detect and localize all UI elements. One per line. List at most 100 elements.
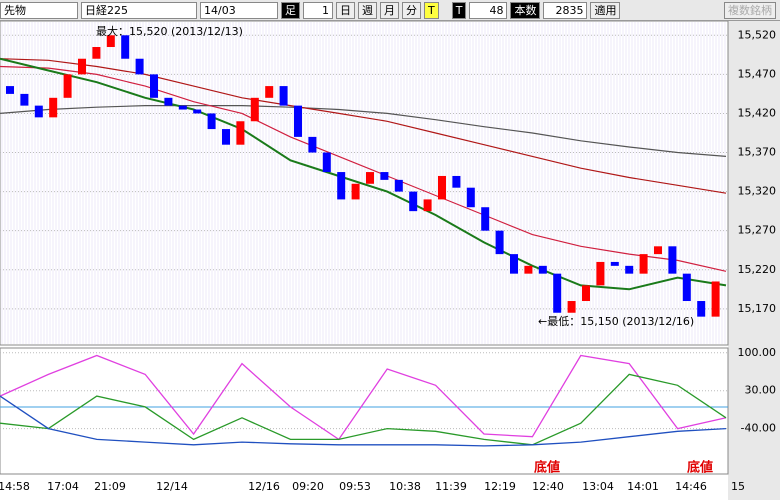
candle xyxy=(582,285,590,302)
candle xyxy=(366,172,374,184)
y-tick-label: 15,270 xyxy=(738,224,777,237)
tick-label: T xyxy=(451,1,467,19)
candle xyxy=(625,265,634,274)
candle xyxy=(265,86,274,98)
ma-red-mid xyxy=(0,65,727,272)
osc-panel xyxy=(0,347,729,475)
ma-green xyxy=(0,57,727,291)
ma-red-long xyxy=(0,58,727,194)
candle xyxy=(294,105,302,137)
candle xyxy=(351,183,360,200)
min-label: ←最低：15,150 (2013/12/16) xyxy=(538,315,694,328)
x-tick-label: 14:01 xyxy=(627,480,659,493)
candle xyxy=(207,113,216,130)
max-label: 最大：15,520 (2013/12/13) xyxy=(96,24,243,38)
minute-button[interactable]: 分 xyxy=(402,1,421,19)
price-panel xyxy=(0,21,729,346)
candle xyxy=(639,254,648,274)
day-button[interactable]: 日 xyxy=(336,1,355,19)
candle xyxy=(178,105,187,110)
symbol-select[interactable]: 先物 xyxy=(0,1,78,19)
bars-value[interactable]: 2835 xyxy=(543,1,588,19)
candle xyxy=(121,35,130,59)
x-tick-label: 12:19 xyxy=(484,480,516,493)
candle xyxy=(438,175,446,200)
candle xyxy=(49,97,58,118)
bars-label: 本数 xyxy=(510,1,541,19)
candle xyxy=(20,93,29,106)
candle xyxy=(193,109,202,114)
candle xyxy=(78,58,86,75)
candle xyxy=(106,35,115,48)
candle xyxy=(481,207,490,231)
candle xyxy=(711,281,720,317)
candle xyxy=(279,86,288,106)
candle xyxy=(6,86,14,94)
candle xyxy=(596,261,605,286)
bottom-label: 底値 xyxy=(534,460,560,476)
candle xyxy=(322,152,331,173)
y-tick-label: 15,420 xyxy=(738,106,777,119)
y-tick-label: 15,470 xyxy=(738,67,777,80)
y-tick-label: 15,370 xyxy=(738,146,777,159)
x-tick-label: 12/14 xyxy=(156,480,188,493)
x-tick-label: 09:20 xyxy=(292,480,324,493)
x-tick-label: 17:04 xyxy=(47,480,79,493)
ma-black xyxy=(0,105,727,157)
candle xyxy=(92,47,101,59)
apply-button[interactable]: 適用 xyxy=(590,1,621,19)
y-tick-label: 15,220 xyxy=(738,263,777,276)
candle xyxy=(510,254,518,274)
bar-count[interactable]: 1 xyxy=(303,1,333,19)
candle xyxy=(697,301,706,317)
candle xyxy=(524,265,533,274)
candle xyxy=(466,187,475,208)
bottom-label: 底値 xyxy=(687,460,713,476)
y-tick-label: 30.00 xyxy=(745,384,777,397)
contract-select[interactable]: 14/03 xyxy=(200,1,278,19)
toolbar: 先物 日経225 14/03 足 1 日 週 月 分 T T 48 本数 283… xyxy=(0,0,780,21)
osc-magenta xyxy=(0,354,727,441)
candle xyxy=(423,199,432,212)
index-select[interactable]: 日経225 xyxy=(81,1,197,19)
x-tick-label: 12:40 xyxy=(532,480,564,493)
axis-panel xyxy=(728,21,780,500)
candle xyxy=(654,246,662,255)
candle xyxy=(150,74,158,98)
month-button[interactable]: 月 xyxy=(380,1,399,19)
candle xyxy=(610,261,619,266)
x-tick-label: 14:46 xyxy=(675,480,707,493)
y-tick-label: 15,170 xyxy=(738,302,777,315)
tick-button[interactable]: T xyxy=(424,1,439,19)
x-tick-label: 09:53 xyxy=(339,480,371,493)
x-tick-label: 21:09 xyxy=(94,480,126,493)
x-tick-label: 13:04 xyxy=(582,480,614,493)
osc-green xyxy=(0,373,727,446)
candle xyxy=(682,273,691,302)
candle xyxy=(567,301,576,313)
week-button[interactable]: 週 xyxy=(358,1,377,19)
multi-button[interactable]: 複数銘柄 xyxy=(724,1,776,19)
x-tick-label: 14:58 xyxy=(0,480,30,493)
candle xyxy=(63,74,72,98)
osc-blue xyxy=(0,395,727,447)
candle xyxy=(308,136,317,153)
x-tick-label: 10:38 xyxy=(389,480,421,493)
x-tick-label: 12/16 xyxy=(248,480,280,493)
x-tick-label: 11:39 xyxy=(435,480,467,493)
candle xyxy=(250,97,259,122)
candle xyxy=(164,97,173,106)
candle xyxy=(495,230,504,255)
candle xyxy=(668,246,677,274)
chart: 15,520 15,470 15,420 15,370 15,320 15,270 15,2… xyxy=(0,21,780,500)
y-tick-label: 100.00 xyxy=(738,346,777,359)
y-tick-label: -40.00 xyxy=(741,422,776,435)
candle xyxy=(538,265,547,274)
x-tick-label: 15 xyxy=(731,480,745,493)
tick-value[interactable]: 48 xyxy=(469,1,508,19)
candle xyxy=(337,172,346,200)
y-tick-label: 15,320 xyxy=(738,185,777,198)
candle xyxy=(34,105,43,118)
candle xyxy=(222,129,230,145)
